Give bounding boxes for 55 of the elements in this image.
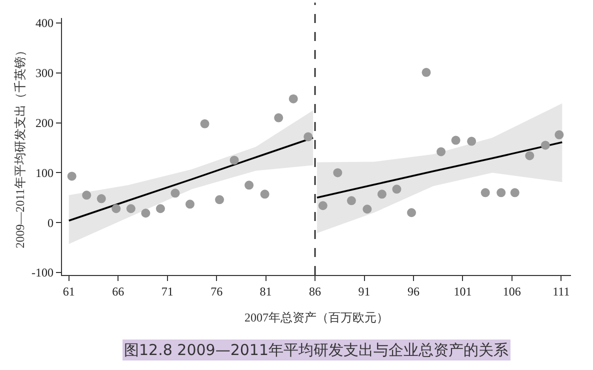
point <box>170 188 180 198</box>
point <box>230 156 239 165</box>
caption: 图12.8 2009—2011年平均研发支出与企业总资产的关系 <box>124 341 509 359</box>
point <box>274 113 284 122</box>
line-series <box>316 141 564 199</box>
point <box>362 204 372 214</box>
x-tick-label: 71 <box>161 284 174 298</box>
x-tick-label: 86 <box>309 284 322 298</box>
point <box>451 136 460 145</box>
point <box>67 172 76 181</box>
x-axis-title: 2007年总资产（百万欧元） <box>244 310 388 324</box>
point <box>215 195 224 204</box>
point <box>480 188 490 198</box>
x-tick-label: 91 <box>358 284 370 298</box>
point <box>554 130 564 140</box>
point <box>304 132 313 142</box>
x-tick-label: 81 <box>260 284 272 298</box>
point <box>540 140 550 150</box>
x-tick-label: 106 <box>502 284 521 298</box>
x-tick-label: 61 <box>62 284 75 298</box>
point <box>422 68 431 77</box>
point <box>96 194 106 204</box>
point <box>288 94 298 104</box>
y-axis-title: 2009—2011年平均研发支出（千英镑） <box>12 44 27 248</box>
point <box>200 119 210 128</box>
y-tick-label: 300 <box>36 66 54 80</box>
point <box>510 188 520 198</box>
x-tick-label: 111 <box>552 284 570 298</box>
point <box>377 190 386 199</box>
y-tick-label: 100 <box>36 166 54 180</box>
point <box>260 190 270 199</box>
point <box>436 147 446 156</box>
point <box>318 201 328 210</box>
y-tick-label: -100 <box>32 266 54 280</box>
point <box>112 204 121 214</box>
x-tick-label: 76 <box>210 284 223 298</box>
point <box>467 136 476 146</box>
point <box>407 208 416 218</box>
x-tick-label: 101 <box>454 284 472 298</box>
point <box>185 200 194 209</box>
y-tick-label: 0 <box>48 216 54 230</box>
point <box>82 190 92 200</box>
x-tick-label: 96 <box>407 284 420 298</box>
y-tick-label: 200 <box>36 116 54 130</box>
y-tick-label: 400 <box>36 16 54 30</box>
x-tick-label: 66 <box>112 284 124 298</box>
point <box>156 204 165 214</box>
point <box>392 184 402 194</box>
point <box>333 168 342 178</box>
point <box>141 208 150 218</box>
point <box>525 151 534 160</box>
point <box>126 204 136 214</box>
point <box>244 180 254 190</box>
point <box>346 196 356 206</box>
point <box>496 188 506 198</box>
